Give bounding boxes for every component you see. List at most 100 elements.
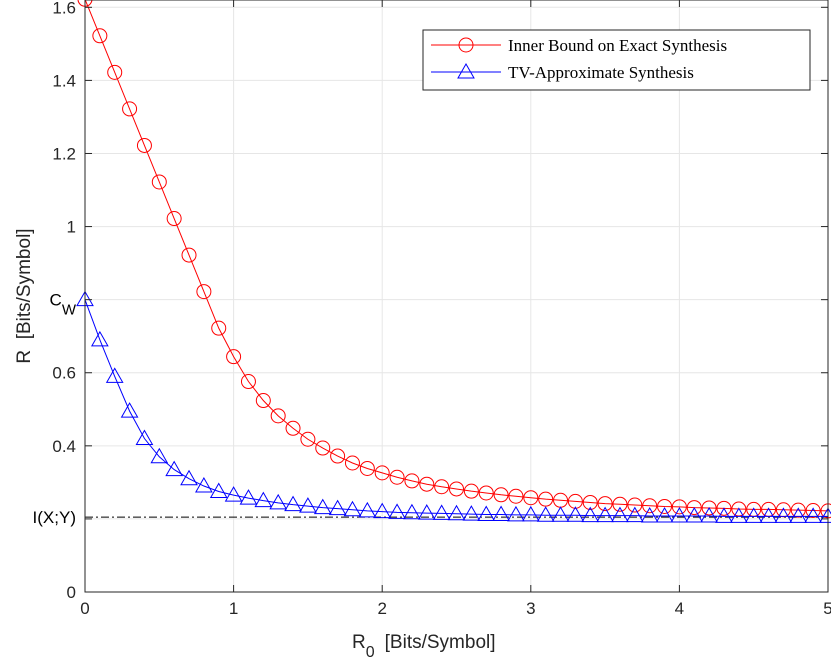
y-tick-label: 1.6 xyxy=(52,0,76,17)
data-point xyxy=(374,465,390,481)
data-point xyxy=(492,505,510,522)
data-point xyxy=(181,247,197,263)
x-axis-label-main: R xyxy=(352,632,366,653)
legend-marker-tv xyxy=(457,62,475,79)
x-tick-label: 1 xyxy=(229,599,238,618)
data-point xyxy=(300,431,316,447)
data-point xyxy=(434,479,450,495)
data-point xyxy=(299,497,317,513)
data-point xyxy=(151,174,167,190)
data-point xyxy=(359,460,375,476)
data-point xyxy=(493,487,509,503)
data-point xyxy=(581,506,600,523)
legend-label-tv: TV-Approximate Synthesis xyxy=(508,63,694,82)
x-tick-label: 0 xyxy=(80,599,89,618)
data-point xyxy=(255,393,271,409)
data-point xyxy=(789,507,808,523)
data-point xyxy=(224,486,243,502)
x-tick-label: 3 xyxy=(526,599,535,618)
data-point xyxy=(462,505,481,521)
data-point xyxy=(136,137,152,153)
data-point xyxy=(403,503,421,520)
data-point xyxy=(567,493,583,509)
legend-item-tv: TV-Approximate Synthesis xyxy=(431,62,694,82)
data-point xyxy=(744,507,763,523)
data-point xyxy=(328,499,347,516)
data-point xyxy=(640,506,659,523)
data-point xyxy=(685,506,704,523)
x-tick-label: 2 xyxy=(377,599,386,618)
data-point xyxy=(700,506,718,523)
plot-frame xyxy=(84,0,829,593)
data-point xyxy=(285,420,301,436)
legend-item-exact: Inner Bound on Exact Synthesis xyxy=(431,36,727,55)
data-point xyxy=(92,28,108,44)
series-layer xyxy=(76,0,831,523)
y-annotation: I(X;Y) xyxy=(33,508,76,527)
x-tick-label: 4 xyxy=(675,599,684,618)
data-point xyxy=(612,496,628,512)
data-point xyxy=(373,502,392,519)
data-point xyxy=(432,504,451,520)
data-point xyxy=(686,500,702,516)
data-point xyxy=(240,374,256,390)
data-point xyxy=(716,500,732,516)
data-point xyxy=(313,498,332,515)
data-point xyxy=(538,491,554,507)
data-point xyxy=(209,482,228,499)
data-point xyxy=(627,497,643,513)
data-point xyxy=(508,488,524,504)
y-tick-label: 0.6 xyxy=(52,364,76,383)
ticks xyxy=(84,0,829,593)
legend-marker-exact xyxy=(458,37,474,53)
data-point xyxy=(254,491,273,508)
x-tick-label: 5 xyxy=(823,599,831,618)
data-point xyxy=(596,506,614,523)
data-point xyxy=(122,101,138,117)
data-point xyxy=(701,500,717,516)
data-point xyxy=(419,476,435,492)
data-point xyxy=(269,493,288,510)
data-point xyxy=(611,506,629,523)
data-point xyxy=(330,448,346,464)
data-point xyxy=(715,507,733,523)
data-point xyxy=(657,498,673,514)
data-point xyxy=(284,495,302,512)
data-point xyxy=(105,367,124,383)
x-axis-label-sub: 0 xyxy=(366,644,375,661)
data-point xyxy=(195,477,213,493)
data-point xyxy=(507,505,525,522)
data-point xyxy=(404,473,420,489)
data-point xyxy=(226,349,242,365)
y-tick-label: 1 xyxy=(67,218,76,237)
x-axis-label-unit: [Bits/Symbol] xyxy=(385,632,496,653)
data-point xyxy=(358,501,377,518)
data-point xyxy=(805,503,821,519)
data-point xyxy=(211,320,227,336)
data-point xyxy=(551,506,570,522)
y-tick-label: 1.4 xyxy=(52,71,76,90)
y-tick-label: 0.4 xyxy=(52,437,76,456)
y-tick-label: 1.2 xyxy=(52,144,76,163)
y-axis-label: R [Bits/Symbol] xyxy=(14,228,35,363)
data-point xyxy=(804,507,823,523)
data-point xyxy=(239,489,258,505)
annotations: CW I(X;Y) xyxy=(33,291,77,527)
series-line-0 xyxy=(84,0,829,512)
legend: Inner Bound on Exact Synthesis TV-Approx… xyxy=(422,29,811,91)
data-point xyxy=(790,502,806,518)
data-point xyxy=(389,469,405,485)
data-point xyxy=(417,504,436,520)
data-point xyxy=(120,402,139,418)
y-annotation: CW xyxy=(50,291,77,319)
x-axis-label: R0 [Bits/Symbol] xyxy=(352,632,496,661)
data-point xyxy=(774,507,793,523)
y-tick-label: 0 xyxy=(67,583,76,602)
series-1 xyxy=(76,290,831,523)
data-point xyxy=(166,211,182,227)
data-point xyxy=(388,503,406,519)
legend-box xyxy=(422,29,811,91)
data-point xyxy=(759,507,778,523)
data-point xyxy=(729,507,748,523)
